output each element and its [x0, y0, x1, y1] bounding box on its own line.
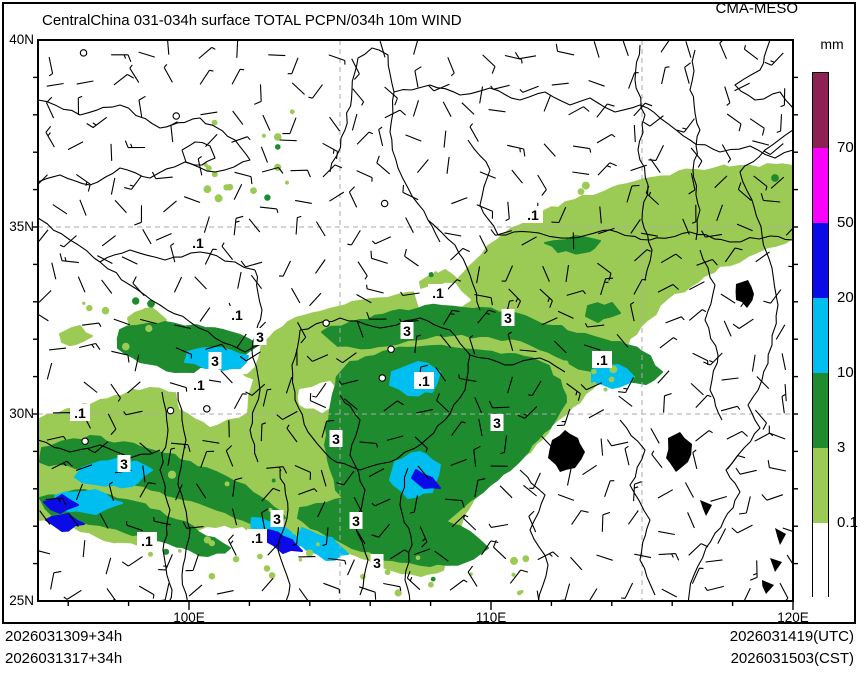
lakes: [548, 280, 786, 594]
colorbar-tick-label: 10: [837, 364, 854, 381]
contour-label: 3: [373, 555, 381, 571]
map-content: .1 .1 3 3 .1 .1 3 .1 3 .1 3 3 3 .1 3 3 .1 .1 .1 3: [38, 40, 793, 601]
precip-blue: [43, 469, 441, 554]
footer-valid-utc: 2026031419(UTC): [729, 628, 854, 645]
contour-labels: .1 .1 3 3 .1 .1 3 .1 3 .1 3 3 3 .1 3 3 .1 .1 .1 3: [70, 206, 612, 571]
colorbar-tick-label: 3: [837, 439, 846, 456]
wind-barbs: [38, 40, 793, 601]
colorbar-tick-label: 20: [837, 289, 854, 306]
lat-tick-label: 35N: [9, 219, 34, 234]
title-row: CentralChina 031-034h surface TOTAL PCPN…: [42, 12, 812, 32]
contour-label: 3: [120, 456, 128, 472]
colorbar-segment: [813, 148, 828, 223]
contour-label: 3: [493, 415, 501, 431]
footer-valid-cst: 2026031503(CST): [730, 650, 854, 667]
lon-tick-label: 100E: [173, 610, 205, 625]
colorbar-tick-label: 70: [837, 139, 854, 156]
map-frame: [37, 39, 794, 602]
lat-tick-label: 25N: [9, 593, 34, 608]
colorbar-unit-label: mm: [820, 36, 844, 52]
contour-label: 3: [504, 310, 512, 326]
contour-label: 3: [256, 329, 264, 345]
contour-label: .1: [193, 377, 205, 393]
contour-label: 3: [332, 431, 340, 447]
contour-label: .1: [192, 235, 204, 251]
province-borders: [38, 40, 793, 601]
plot-title: CentralChina 031-034h surface TOTAL PCPN…: [42, 12, 462, 29]
model-name-label: CMA-MESO: [715, 0, 799, 17]
colorbar-segment: [813, 523, 828, 598]
contour-label: 3: [403, 323, 411, 339]
lon-tick-label: 120E: [777, 610, 809, 625]
footer-init-utc: 2026031309+34h: [5, 628, 123, 645]
lon-tick-label: 110E: [476, 610, 507, 625]
colorbar-tick-label: 50: [837, 214, 854, 231]
colorbar: 70 50 20 10 3 0.1: [812, 72, 858, 598]
colorbar-segment: [813, 373, 828, 448]
contour-label: .1: [231, 307, 243, 323]
lat-tick-label: 40N: [9, 32, 34, 47]
contour-label: 3: [273, 511, 281, 527]
contour-label: .1: [527, 207, 539, 223]
contour-label: 3: [211, 353, 219, 369]
gridlines: [38, 40, 793, 601]
contour-label: .1: [596, 352, 608, 368]
colorbar-segment: [813, 448, 828, 523]
colorbar-segment: [813, 298, 828, 373]
axis-ticks: [33, 76, 798, 610]
footer-init-cst: 2026031317+34h: [5, 650, 123, 667]
contour-label: .1: [418, 373, 430, 389]
colorbar-tick-label: 0.1: [837, 514, 858, 531]
contour-label: .1: [74, 405, 86, 421]
colorbar-segment: [813, 223, 828, 298]
colorbar-segment: [813, 73, 828, 148]
contour-label: .1: [432, 285, 444, 301]
contour-label: .1: [141, 533, 153, 549]
lat-tick-label: 30N: [9, 406, 34, 421]
contour-label: 3: [352, 513, 360, 529]
contour-label: .1: [251, 530, 263, 546]
outer-frame: [2, 2, 856, 624]
axis-tick-labels: 100E 110E 120E 40N 35N 30N 25N: [9, 32, 809, 625]
